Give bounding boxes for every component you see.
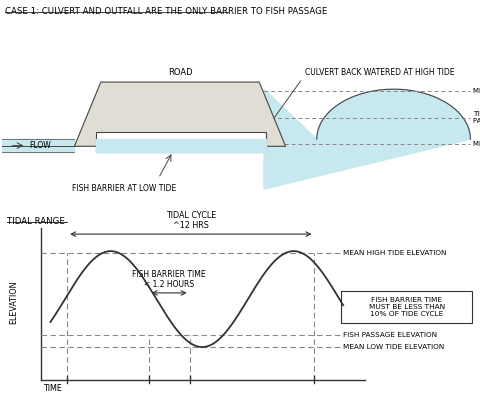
Text: CASE 1: CULVERT AND OUTFALL ARE THE ONLY BARRIER TO FISH PASSAGE: CASE 1: CULVERT AND OUTFALL ARE THE ONLY… bbox=[5, 7, 327, 16]
Text: ROAD: ROAD bbox=[168, 68, 192, 77]
Text: TIDAL ELEVATION WHERE FISH
PASSAGE IS PROVIDED: TIDAL ELEVATION WHERE FISH PASSAGE IS PR… bbox=[473, 111, 480, 124]
Text: TIME: TIME bbox=[43, 384, 62, 393]
Text: FISH PASSAGE ELEVATION: FISH PASSAGE ELEVATION bbox=[343, 332, 437, 338]
Text: FISH BARRIER TIME
MUST BE LESS THAN
10% OF TIDE CYCLE: FISH BARRIER TIME MUST BE LESS THAN 10% … bbox=[369, 297, 445, 317]
Polygon shape bbox=[74, 82, 286, 146]
FancyBboxPatch shape bbox=[341, 291, 472, 323]
Text: TIDAL CYCLE
^12 HRS: TIDAL CYCLE ^12 HRS bbox=[166, 211, 216, 230]
Text: CULVERT BACK WATERED AT HIGH TIDE: CULVERT BACK WATERED AT HIGH TIDE bbox=[305, 68, 454, 77]
Text: TIDAL RANGE: TIDAL RANGE bbox=[7, 217, 65, 226]
Polygon shape bbox=[264, 89, 470, 189]
Polygon shape bbox=[2, 139, 74, 152]
Text: MEAN LOW TIDE ELEVATION: MEAN LOW TIDE ELEVATION bbox=[473, 141, 480, 147]
Bar bbox=[96, 132, 266, 152]
Text: MEAN HIGH TIDE ELEVATION: MEAN HIGH TIDE ELEVATION bbox=[473, 88, 480, 94]
Polygon shape bbox=[96, 139, 266, 152]
Text: MEAN LOW TIDE ELEVATION: MEAN LOW TIDE ELEVATION bbox=[343, 344, 444, 350]
Text: FISH BARRIER TIME
< 1.2 HOURS: FISH BARRIER TIME < 1.2 HOURS bbox=[132, 270, 206, 289]
Text: ELEVATION: ELEVATION bbox=[9, 280, 18, 324]
Text: FLOW: FLOW bbox=[29, 141, 50, 150]
Text: FISH BARRIER AT LOW TIDE: FISH BARRIER AT LOW TIDE bbox=[72, 184, 176, 193]
Polygon shape bbox=[96, 139, 266, 152]
Text: MEAN HIGH TIDE ELEVATION: MEAN HIGH TIDE ELEVATION bbox=[343, 250, 447, 256]
